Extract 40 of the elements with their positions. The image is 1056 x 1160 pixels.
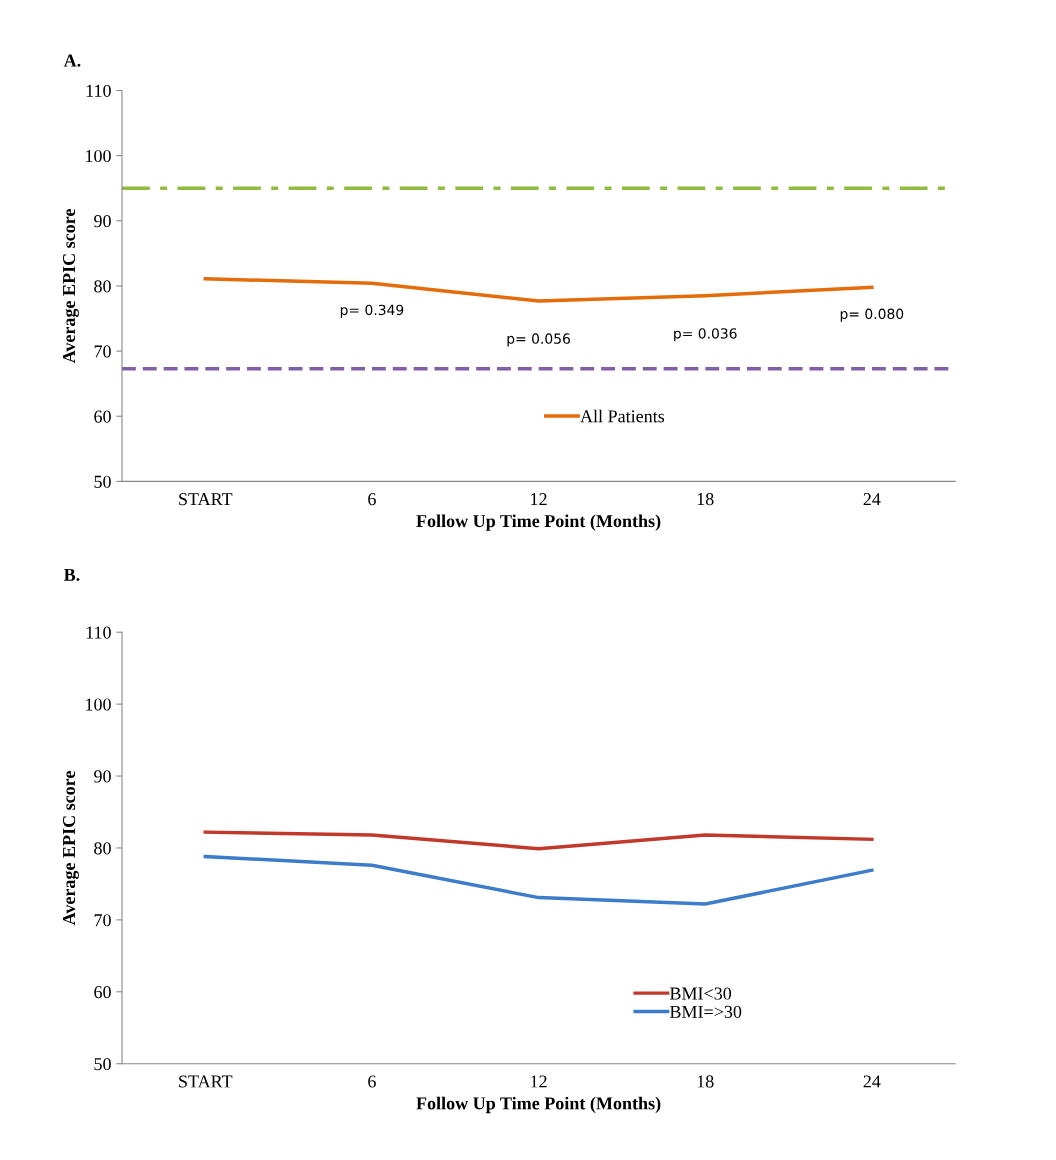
legend-label: BMI=>30: [669, 1005, 742, 1018]
annotation: p= 0.056: [507, 333, 570, 347]
legend-label: BMI<30: [669, 987, 732, 1000]
x-tick-label: 24: [863, 1075, 881, 1088]
x-tick-label: START: [179, 1075, 233, 1088]
y-axis-title: Average EPIC score: [62, 209, 79, 364]
annotation: p= 0.036: [674, 328, 737, 342]
x-tick-label: 18: [697, 1075, 714, 1088]
y-tick-label: 80: [94, 842, 111, 855]
line-series: [203, 854, 874, 906]
y-tick-label: 70: [94, 345, 111, 358]
y-tick-label: 50: [94, 475, 111, 488]
chart-title: B.: [63, 568, 80, 581]
line-series: [203, 277, 874, 303]
y-tick-label: 90: [94, 770, 111, 783]
x-tick-label: 18: [697, 493, 714, 506]
y-tick-label: 70: [94, 914, 111, 927]
chart-title: A.: [63, 54, 81, 67]
x-tick-label: 12: [531, 1075, 547, 1088]
y-tick-label: 60: [94, 986, 111, 999]
x-tick-label: START: [179, 493, 233, 506]
y-tick-label: 100: [86, 698, 111, 711]
legend-label: All Patients: [580, 409, 665, 423]
x-axis-title: Follow Up Time Point (Months): [416, 1096, 661, 1114]
y-axis-title: Average EPIC score: [62, 771, 79, 926]
x-tick-label: 6: [368, 1075, 376, 1088]
y-tick-label: 90: [94, 215, 111, 228]
annotation: p= 0.349: [340, 304, 404, 318]
x-tick-label: 24: [863, 493, 881, 506]
x-tick-label: 12: [531, 493, 547, 506]
x-axis-title: Follow Up Time Point (Months): [416, 514, 661, 531]
y-tick-label: 80: [94, 280, 111, 293]
y-tick-label: 50: [94, 1057, 111, 1071]
y-tick-label: 60: [94, 410, 111, 423]
line-series: [203, 830, 874, 851]
y-tick-label: 110: [86, 84, 111, 97]
annotation: p= 0.080: [840, 308, 904, 322]
y-tick-label: 100: [86, 149, 111, 163]
x-tick-label: 6: [368, 493, 376, 506]
y-tick-label: 110: [86, 626, 111, 639]
